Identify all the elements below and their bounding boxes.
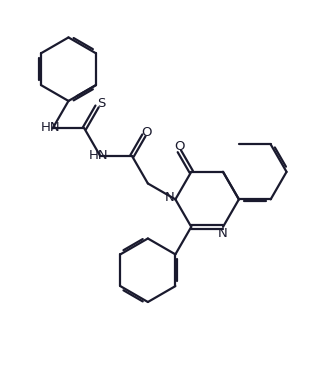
Text: HN: HN [89, 149, 108, 162]
Text: S: S [97, 97, 105, 110]
Text: O: O [174, 140, 185, 153]
Text: O: O [141, 126, 152, 139]
Text: HN: HN [41, 121, 61, 134]
Text: N: N [218, 227, 228, 240]
Text: N: N [165, 191, 174, 204]
